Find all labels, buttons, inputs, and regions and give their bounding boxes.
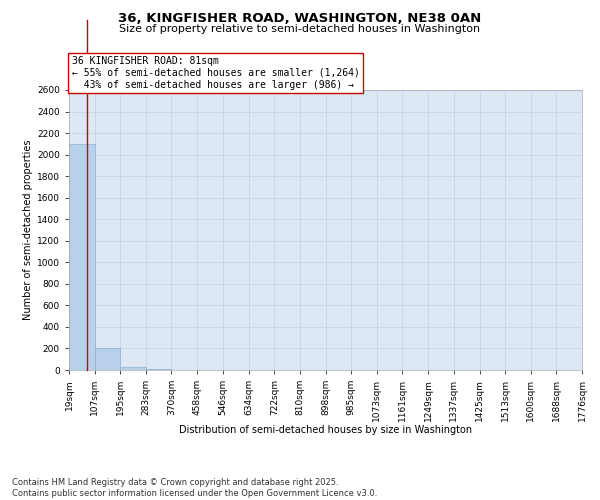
- Text: Contains HM Land Registry data © Crown copyright and database right 2025.
Contai: Contains HM Land Registry data © Crown c…: [12, 478, 377, 498]
- Y-axis label: Number of semi-detached properties: Number of semi-detached properties: [23, 140, 33, 320]
- Text: Size of property relative to semi-detached houses in Washington: Size of property relative to semi-detach…: [119, 24, 481, 34]
- Bar: [95, 348, 121, 370]
- X-axis label: Distribution of semi-detached houses by size in Washington: Distribution of semi-detached houses by …: [179, 426, 472, 436]
- Bar: [121, 367, 146, 370]
- Text: 36, KINGFISHER ROAD, WASHINGTON, NE38 0AN: 36, KINGFISHER ROAD, WASHINGTON, NE38 0A…: [118, 12, 482, 26]
- Bar: [69, 144, 95, 370]
- Text: 36 KINGFISHER ROAD: 81sqm
← 55% of semi-detached houses are smaller (1,264)
  43: 36 KINGFISHER ROAD: 81sqm ← 55% of semi-…: [71, 56, 359, 90]
